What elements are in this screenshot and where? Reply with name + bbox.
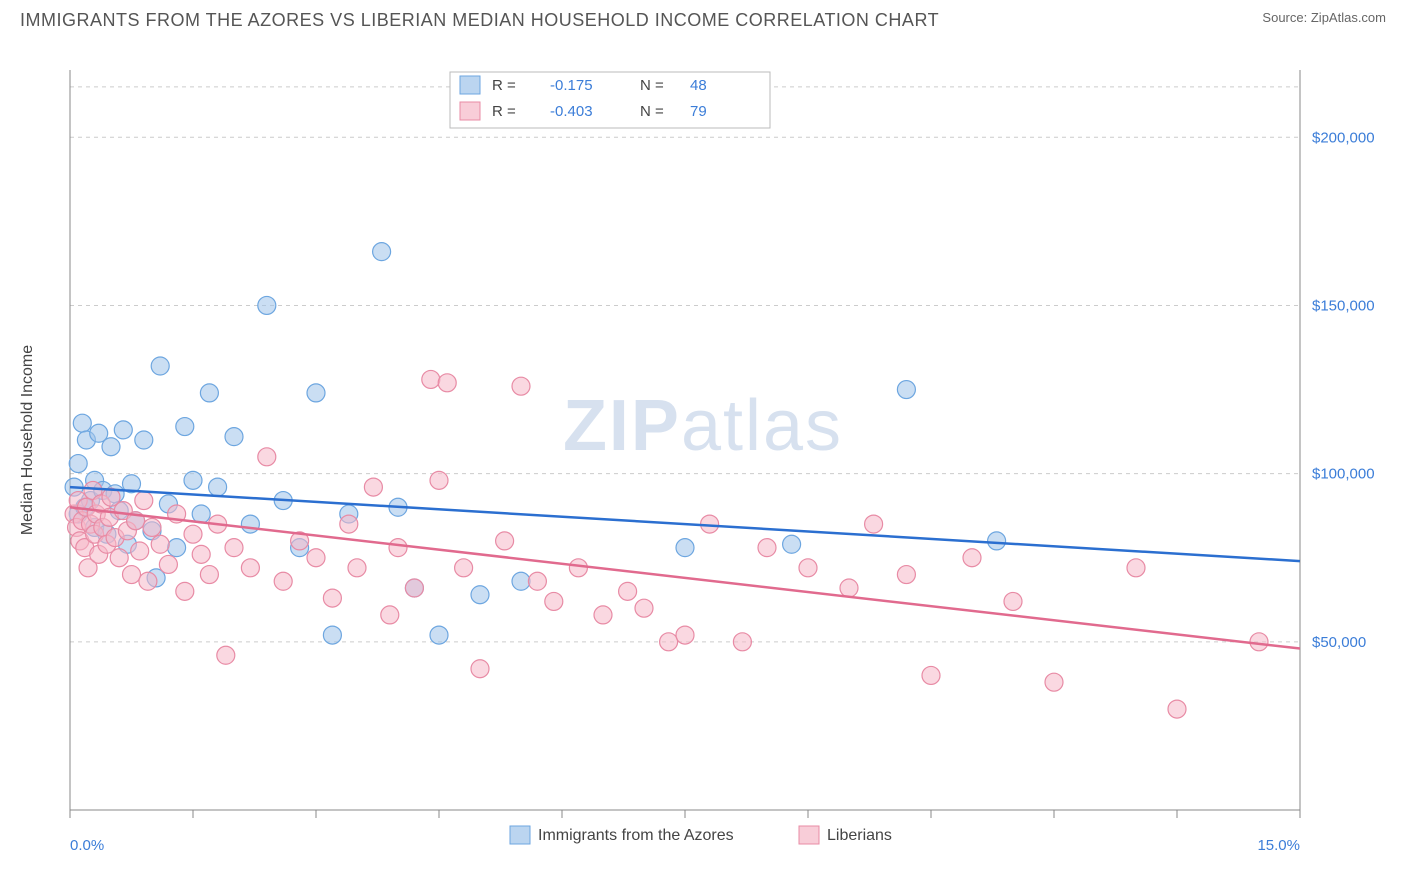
source-name: ZipAtlas.com: [1311, 10, 1386, 25]
svg-text:48: 48: [690, 77, 707, 94]
svg-text:$50,000: $50,000: [1312, 634, 1366, 651]
svg-text:Immigrants from the Azores: Immigrants from the Azores: [538, 827, 734, 844]
svg-text:$200,000: $200,000: [1312, 129, 1375, 146]
svg-text:R =: R =: [492, 103, 516, 120]
svg-text:Median Household Income: Median Household Income: [19, 345, 36, 535]
source-attribution: Source: ZipAtlas.com: [1262, 10, 1386, 25]
svg-text:-0.175: -0.175: [550, 77, 593, 94]
svg-text:15.0%: 15.0%: [1257, 837, 1300, 854]
svg-text:79: 79: [690, 103, 707, 120]
source-label: Source:: [1262, 10, 1307, 25]
svg-text:N =: N =: [640, 103, 664, 120]
chart-container: ZIPatlas 0.0%15.0%$50,000$100,000$150,00…: [10, 40, 1396, 880]
svg-text:R =: R =: [492, 77, 516, 94]
svg-text:$150,000: $150,000: [1312, 297, 1375, 314]
svg-text:Liberians: Liberians: [827, 827, 892, 844]
svg-text:-0.403: -0.403: [550, 103, 593, 120]
svg-text:0.0%: 0.0%: [70, 837, 104, 854]
svg-text:N =: N =: [640, 77, 664, 94]
chart-title: IMMIGRANTS FROM THE AZORES VS LIBERIAN M…: [20, 10, 939, 31]
correlation-scatter-chart: 0.0% 15.0% $50,000 $100,000 $150,000 $200,000…: [10, 40, 1396, 880]
svg-text:$100,000: $100,000: [1312, 466, 1375, 483]
